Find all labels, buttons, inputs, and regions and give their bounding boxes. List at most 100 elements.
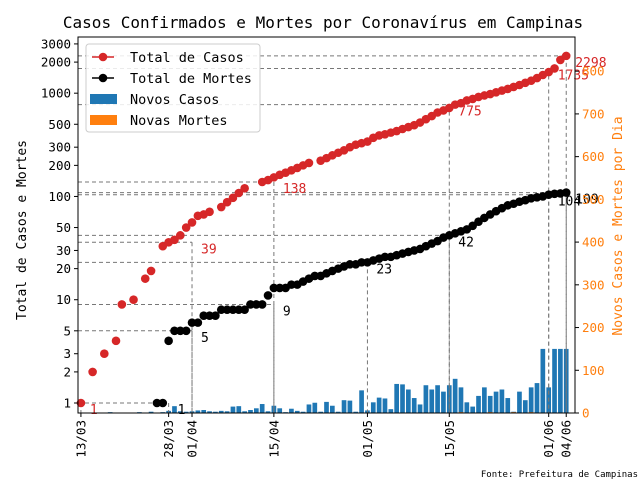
- new-cases-bar: [417, 404, 423, 413]
- y-axis-left-label: Total de Casos e Mortes: [15, 140, 30, 320]
- new-cases-bar: [177, 411, 183, 413]
- total-deaths-point: [561, 188, 571, 197]
- new-cases-bar: [253, 408, 259, 413]
- total-deaths-annotation: 5: [201, 331, 209, 346]
- total-deaths-point: [193, 318, 203, 327]
- x-tick-label: 01/05: [360, 420, 375, 458]
- total-cases-point: [550, 64, 559, 73]
- source-note: Fonte: Prefeitura de Campinas: [481, 470, 638, 480]
- total-deaths-point: [158, 398, 168, 408]
- new-cases-bar: [207, 411, 212, 413]
- y-right-tick-label: 700: [582, 106, 605, 121]
- new-cases-bar: [324, 401, 329, 413]
- total-cases-point: [100, 349, 109, 359]
- legend-patch: [90, 94, 117, 104]
- new-cases-bar: [172, 406, 177, 413]
- legend-label: Total de Mortes: [130, 71, 252, 87]
- new-cases-bar: [195, 410, 201, 413]
- new-cases-bar: [353, 411, 359, 413]
- legend-box: [85, 43, 261, 133]
- new-cases-bar: [482, 387, 487, 413]
- new-cases-bar: [183, 411, 189, 413]
- new-cases-bar: [487, 395, 493, 413]
- new-cases-bar: [294, 410, 300, 413]
- new-cases-bar: [540, 348, 546, 413]
- y-right-tick-label: 200: [582, 320, 605, 335]
- new-cases-bar: [370, 402, 376, 413]
- new-cases-bar: [452, 378, 458, 413]
- y-axis-right-label: Novos Casos e Mortes por Dia: [611, 116, 626, 335]
- y-left-tick-label: 30: [56, 243, 71, 258]
- total-deaths-annotation: 9: [283, 304, 291, 319]
- total-deaths-point: [211, 311, 220, 321]
- y-left-tick-label: 20: [56, 261, 71, 276]
- y-left-tick-label: 500: [48, 117, 71, 132]
- new-cases-bar: [394, 383, 400, 413]
- new-cases-bar: [318, 411, 323, 413]
- new-cases-bar: [259, 404, 265, 413]
- new-cases-bar: [148, 411, 154, 413]
- new-cases-bar: [359, 390, 364, 413]
- new-cases-bar: [458, 387, 464, 413]
- total-cases-point: [140, 274, 150, 283]
- new-cases-bar: [528, 387, 534, 413]
- y-left-tick-label: 50: [56, 220, 71, 235]
- new-cases-bar: [505, 398, 511, 413]
- total-deaths-annotation: 109: [575, 193, 598, 208]
- total-cases-annotation: 138: [283, 182, 306, 197]
- new-cases-bar: [388, 409, 394, 413]
- x-tick-label: 01/04: [185, 420, 200, 458]
- total-cases-annotation: 39: [201, 242, 217, 257]
- new-cases-bar: [534, 383, 540, 413]
- total-cases-point: [216, 202, 226, 212]
- new-cases-bar: [248, 410, 253, 413]
- x-tick-label: 15/04: [266, 420, 281, 458]
- new-cases-bar: [312, 402, 318, 413]
- total-cases-point: [146, 266, 156, 276]
- new-cases-bar: [517, 391, 522, 413]
- new-cases-bar: [441, 391, 446, 413]
- y-left-tick-label: 1000: [41, 86, 71, 101]
- total-cases-point: [181, 223, 191, 232]
- y-left-tick-label: 2000: [41, 55, 71, 70]
- new-cases-bar: [230, 406, 236, 413]
- total-cases-point: [111, 336, 121, 346]
- total-cases-point: [561, 51, 571, 61]
- new-cases-bar: [236, 406, 242, 413]
- y-left-tick-label: 3: [63, 346, 71, 361]
- new-cases-bar: [429, 389, 435, 413]
- total-cases-point: [222, 197, 232, 207]
- total-cases-point: [205, 207, 214, 217]
- new-cases-bar: [330, 405, 335, 413]
- new-cases-bar: [242, 411, 247, 413]
- new-cases-bar: [476, 395, 481, 413]
- total-cases-annotation: 2298: [575, 56, 606, 71]
- total-cases-point: [170, 235, 179, 245]
- legend-label: Novos Casos: [130, 92, 219, 108]
- new-cases-bar: [499, 389, 505, 413]
- new-cases-bar: [493, 391, 499, 413]
- legend-marker: [98, 73, 108, 83]
- total-deaths-point: [164, 336, 173, 346]
- y-right-tick-label: 0: [582, 406, 590, 421]
- new-cases-bar: [289, 408, 294, 413]
- new-cases-bar: [265, 411, 271, 413]
- x-tick-label: 04/06: [559, 420, 574, 458]
- new-cases-bar: [347, 400, 353, 413]
- y-right-tick-label: 300: [582, 277, 605, 292]
- new-cases-bar: [224, 411, 230, 413]
- y-left-tick-label: 5: [63, 323, 71, 338]
- y-left-tick-label: 1: [63, 395, 71, 410]
- x-tick-label: 28/03: [161, 420, 176, 458]
- new-cases-bar: [558, 348, 563, 413]
- new-cases-bar: [335, 411, 341, 413]
- new-cases-bar: [411, 398, 417, 413]
- new-cases-bar: [306, 404, 312, 413]
- total-cases-point: [240, 183, 249, 193]
- y-right-tick-label: 500: [582, 192, 605, 207]
- total-cases-point: [129, 295, 138, 305]
- chart-title: Casos Confirmados e Mortes por Coronavír…: [63, 13, 583, 32]
- total-cases-point: [304, 158, 314, 168]
- total-cases-point: [76, 398, 86, 408]
